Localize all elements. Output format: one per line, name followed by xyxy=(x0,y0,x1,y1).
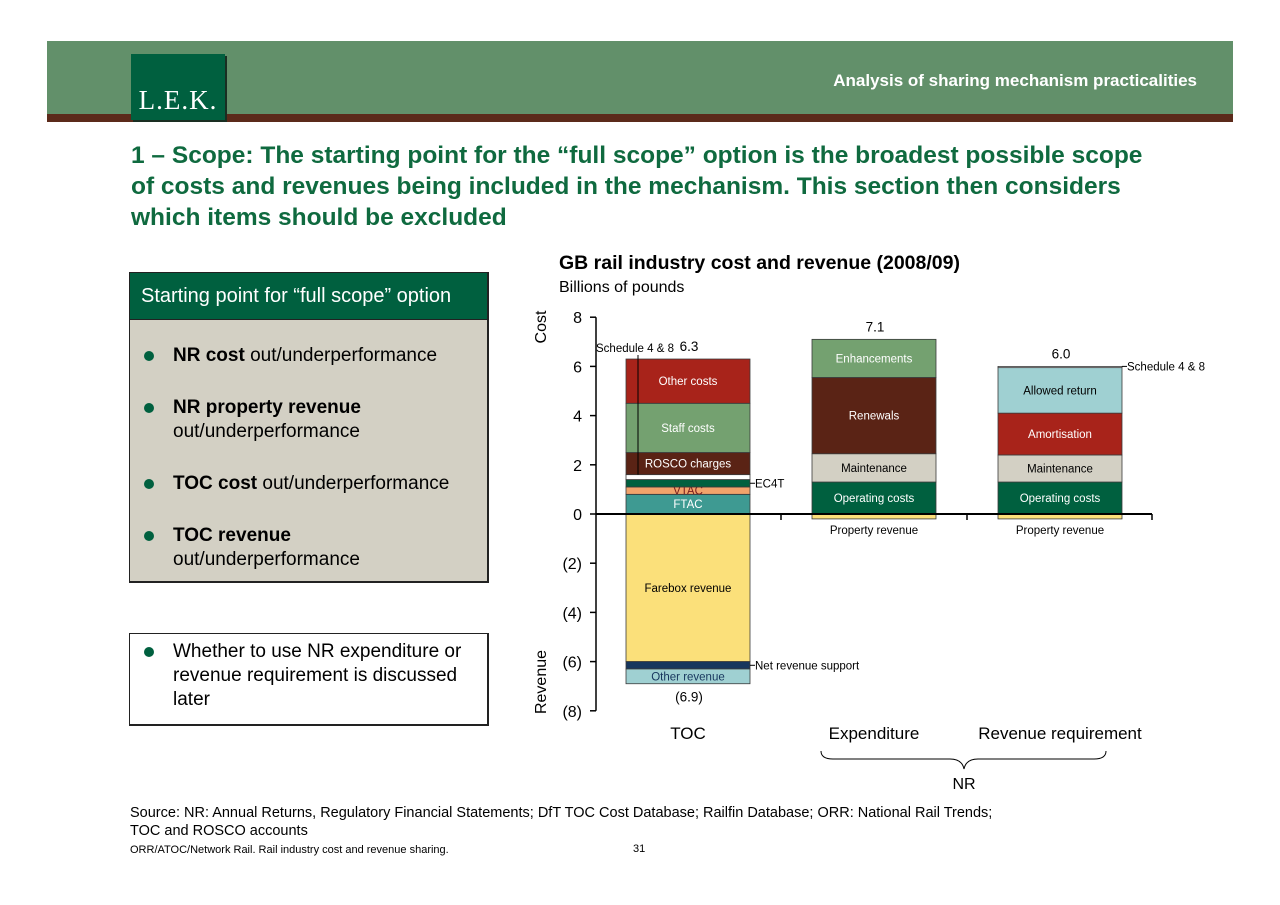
callout-label-schedule-4-8-toc: Schedule 4 & 8 xyxy=(596,343,674,355)
source-note: Source: NR: Annual Returns, Regulatory F… xyxy=(130,805,993,839)
total-label-revenue-requirement: 6.0 xyxy=(1052,346,1071,361)
total-label-toc: 6.3 xyxy=(680,339,699,354)
segment-label-allowed-return: Allowed return xyxy=(1023,385,1097,397)
bar-segment-operating-costs xyxy=(997,481,1123,515)
lek-logo: L.E.K. xyxy=(131,54,225,120)
bar-segment-amortisation xyxy=(997,412,1123,456)
segment-label-property-revenue: Property revenue xyxy=(830,525,918,537)
y-tick-label: (8) xyxy=(562,704,582,721)
bar-segment-farebox-revenue xyxy=(625,513,751,663)
full-scope-panel: Starting point for “full scope” option N… xyxy=(129,272,489,583)
chart-subtitle: Billions of pounds xyxy=(559,279,684,296)
bar-segment-net-revenue-support xyxy=(625,661,751,670)
total-label-toc: (6.9) xyxy=(675,690,703,705)
bar-segment-ec4t xyxy=(625,479,751,488)
bullet-item: NR property revenue out/underperformance xyxy=(144,396,474,444)
logo-text: L.E.K. xyxy=(138,85,218,115)
category-label-toc: TOC xyxy=(670,724,706,743)
segment-label-other-revenue: Other revenue xyxy=(651,671,725,683)
y-tick-label: (6) xyxy=(562,655,582,672)
category-label-expenditure: Expenditure xyxy=(829,724,920,743)
y-tick-label: 4 xyxy=(573,409,582,426)
footer-text: ORR/ATOC/Network Rail. Rail industry cos… xyxy=(130,844,449,856)
chart-title: GB rail industry cost and revenue (2008/… xyxy=(559,252,960,274)
y-tick-label: 6 xyxy=(573,359,582,376)
bullet-item: TOC cost out/underperformance xyxy=(144,472,474,496)
page-headline: 1 – Scope: The starting point for the “f… xyxy=(131,142,1143,231)
segment-label-renewals: Renewals xyxy=(849,411,900,423)
bar-segment-maintenance xyxy=(997,454,1123,483)
segment-label-enhancements: Enhancements xyxy=(836,353,913,365)
header-divider xyxy=(47,114,1233,122)
y-tick-label: (2) xyxy=(562,556,582,573)
bar-segment-other-revenue xyxy=(625,668,751,685)
y-axis-label-cost: Cost xyxy=(533,310,550,343)
bullet-dot-icon xyxy=(144,647,154,657)
bullet-dot-icon xyxy=(144,351,154,361)
panel-title: Starting point for “full scope” option xyxy=(130,273,487,320)
bar-segment-operating-costs xyxy=(811,481,937,515)
bar-segment-renewals xyxy=(811,377,937,455)
bullet-bold: TOC revenue xyxy=(173,525,291,546)
y-tick-label: 2 xyxy=(573,458,582,475)
bar-segment-schedule-4-8 xyxy=(625,474,751,480)
bar-segment-other-costs xyxy=(625,358,751,404)
segment-label-property-revenue: Property revenue xyxy=(1016,525,1104,537)
segment-label-other-costs: Other costs xyxy=(659,376,718,388)
bullet-text: out/underperformance xyxy=(173,421,360,442)
note-item: Whether to use NR expenditure or revenue… xyxy=(144,640,474,712)
note-text: Whether to use NR expenditure or revenue… xyxy=(173,641,462,710)
bullet-item: NR cost out/underperformance xyxy=(144,344,474,368)
bullet-text: out/underperformance xyxy=(173,549,360,570)
bullet-dot-icon xyxy=(144,403,154,413)
bar-segment-staff-costs xyxy=(625,402,751,453)
bullet-bold: TOC cost xyxy=(173,473,258,494)
bar-segment-schedule-4-8 xyxy=(997,365,1123,369)
nr-group-brace xyxy=(820,750,1107,770)
callout-label-ec4t: EC4T xyxy=(755,478,784,490)
category-label-revenue-requirement: Revenue requirement xyxy=(978,724,1142,743)
segment-label-rosco-charges: ROSCO charges xyxy=(645,459,732,471)
nr-group-label: NR xyxy=(952,776,975,793)
total-label-expenditure: 7.1 xyxy=(866,319,885,334)
y-tick-label: 0 xyxy=(573,507,582,524)
segment-label-maintenance: Maintenance xyxy=(1027,463,1093,475)
bullet-bold: NR property revenue xyxy=(173,397,361,418)
note-box: Whether to use NR expenditure or revenue… xyxy=(129,633,489,726)
bar-segment-maintenance xyxy=(811,453,937,483)
bullet-text: out/underperformance xyxy=(244,345,438,366)
segment-label-maintenance: Maintenance xyxy=(841,463,907,475)
segment-label-farebox-revenue: Farebox revenue xyxy=(645,583,732,595)
header-banner xyxy=(47,41,1233,114)
y-axis-label-revenue: Revenue xyxy=(533,650,550,714)
bullet-dot-icon xyxy=(144,531,154,541)
segment-label-operating-costs: Operating costs xyxy=(1020,493,1101,505)
bullet-dot-icon xyxy=(144,479,154,489)
bullet-text: out/underperformance xyxy=(257,473,450,494)
page-number: 31 xyxy=(633,843,646,855)
callout-label-schedule-4-8-rr: Schedule 4 & 8 xyxy=(1127,361,1205,373)
section-title: Analysis of sharing mechanism practicali… xyxy=(833,71,1197,90)
y-tick-label: 8 xyxy=(573,310,582,327)
segment-label-operating-costs: Operating costs xyxy=(834,493,915,505)
callout-label-net-revenue-support: Net revenue support xyxy=(755,660,860,672)
segment-label-ftac: FTAC xyxy=(673,499,702,511)
bullet-item: TOC revenue out/underperformance xyxy=(144,524,474,572)
segment-label-vtac: VTAC xyxy=(673,486,703,498)
bar-segment-enhancements xyxy=(811,338,937,378)
bullet-bold: NR cost xyxy=(173,345,245,366)
segment-label-staff-costs: Staff costs xyxy=(661,423,715,435)
y-tick-label: (4) xyxy=(562,605,582,622)
segment-label-amortisation: Amortisation xyxy=(1028,429,1092,441)
